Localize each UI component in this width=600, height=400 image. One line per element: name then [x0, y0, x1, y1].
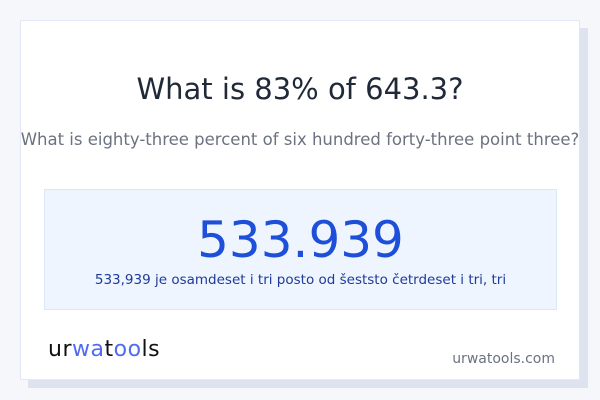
result-value: 533.939	[197, 211, 404, 269]
result-box: 533.939 533,939 je osamdeset i tri posto…	[44, 189, 557, 310]
page-title: What is 83% of 643.3?	[136, 72, 464, 106]
site-url: urwatools.com	[452, 351, 555, 367]
page-subtitle: What is eighty-three percent of six hund…	[20, 130, 580, 149]
result-words: 533,939 je osamdeset i tri posto od šest…	[94, 272, 507, 288]
urwatools-logo: urwatools	[48, 337, 161, 362]
